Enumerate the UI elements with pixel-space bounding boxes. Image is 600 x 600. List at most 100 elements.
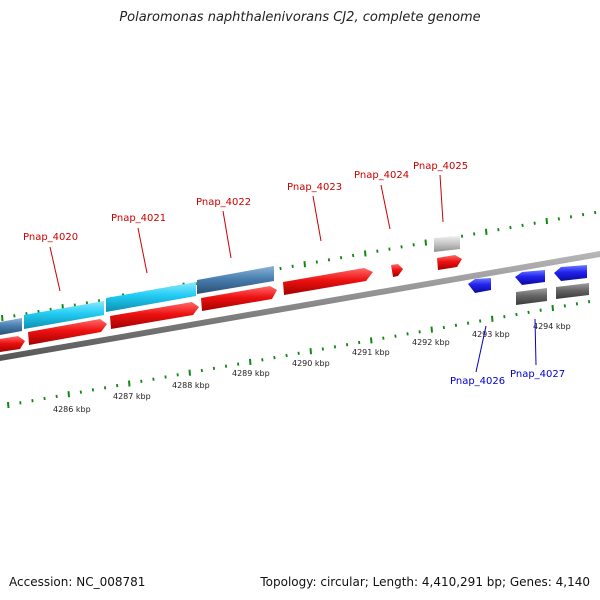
minor-tick (291, 264, 294, 268)
minor-tick (19, 401, 22, 405)
gene-arrow-forward[interactable] (28, 319, 107, 345)
gene-arrow-forward[interactable] (283, 268, 373, 295)
gene-label[interactable]: Pnap_4020 (23, 232, 78, 243)
lower-feature-track (516, 283, 589, 305)
major-tick (370, 337, 373, 344)
minor-tick (97, 299, 101, 303)
minor-tick (13, 314, 16, 318)
forward-strand-genes (0, 255, 462, 352)
major-tick (364, 250, 367, 257)
minor-tick (473, 232, 476, 236)
gene-label[interactable]: Pnap_4023 (287, 182, 342, 193)
minor-tick (164, 375, 167, 379)
minor-tick (43, 396, 46, 401)
minor-tick (212, 366, 216, 371)
kbp-label: 4294 kbp (533, 322, 571, 331)
minor-tick (497, 228, 500, 232)
genome-summary-text: Topology: circular; Length: 4,410,291 bp… (260, 575, 590, 589)
gene-arrow-reverse[interactable] (515, 270, 545, 285)
kbp-label: 4288 kbp (172, 381, 210, 390)
gene-label[interactable]: Pnap_4025 (413, 161, 468, 172)
minor-tick (339, 256, 343, 260)
gene-label[interactable]: Pnap_4027 (510, 369, 565, 380)
minor-tick (352, 253, 355, 258)
minor-tick (55, 394, 58, 399)
minor-tick (79, 390, 82, 394)
kbp-label: 4286 kbp (53, 405, 91, 414)
gene-label[interactable]: Pnap_4022 (196, 197, 251, 208)
minor-tick (200, 368, 203, 373)
gene-label[interactable]: Pnap_4021 (111, 213, 166, 224)
major-tick (303, 261, 306, 268)
major-tick (545, 218, 548, 225)
minor-tick (521, 223, 524, 228)
gene-label[interactable]: Pnap_4026 (450, 376, 505, 387)
minor-tick (279, 266, 282, 271)
gene-arrow-forward[interactable] (110, 302, 199, 329)
minor-tick (345, 343, 349, 347)
gene-arrow-reverse[interactable] (468, 278, 491, 293)
minor-tick (358, 340, 361, 345)
genome-backbone (0, 251, 600, 361)
minor-tick (460, 234, 464, 238)
minor-tick (394, 334, 397, 338)
major-tick (551, 305, 554, 312)
minor-tick (418, 330, 421, 334)
minor-tick (388, 247, 391, 251)
minor-tick (509, 225, 512, 230)
major-tick (67, 391, 70, 398)
feature-bar-cyan[interactable] (106, 282, 196, 312)
major-tick (424, 239, 427, 246)
minor-tick (557, 217, 560, 221)
minor-tick (594, 210, 597, 215)
feature-bar-steel[interactable] (197, 266, 274, 294)
minor-tick (31, 399, 34, 403)
minor-tick (533, 221, 536, 225)
feature-bar-steel[interactable] (0, 318, 22, 335)
kbp-scale-labels: 4286 kbp 4287 kbp 4288 kbp 4289 kbp 4290… (53, 322, 571, 414)
minor-tick (406, 332, 409, 336)
minor-tick (176, 373, 179, 377)
minor-tick (581, 212, 585, 217)
feature-bar-gray[interactable] (556, 283, 589, 299)
gene-arrow-forward[interactable] (437, 255, 462, 270)
minor-tick (400, 245, 403, 249)
minor-tick (575, 302, 579, 306)
minor-tick (479, 319, 482, 323)
accession-text: Accession: NC_008781 (9, 575, 146, 589)
gene-labels: Pnap_4020 Pnap_4021 Pnap_4022 Pnap_4023 … (23, 161, 565, 387)
minor-tick (466, 321, 470, 325)
minor-tick (569, 215, 573, 219)
minor-tick (563, 304, 566, 308)
major-tick (485, 228, 488, 235)
minor-tick (587, 299, 591, 304)
minor-tick (442, 325, 445, 330)
minor-tick (454, 323, 458, 327)
gene-arrow-forward[interactable] (391, 264, 403, 277)
minor-tick (273, 355, 276, 360)
reverse-strand-genes (468, 265, 587, 293)
feature-bar-cyan[interactable] (24, 301, 104, 329)
minor-tick (116, 383, 119, 388)
minor-tick (321, 347, 324, 351)
gene-arrow-reverse[interactable] (554, 265, 587, 281)
gene-label[interactable]: Pnap_4024 (354, 170, 409, 181)
gene-arrow-forward[interactable] (201, 286, 277, 311)
gene-arrow-forward[interactable] (0, 336, 25, 352)
kbp-label: 4293 kbp (472, 330, 510, 339)
upper-feature-track (0, 236, 460, 335)
label-callout-lines (49, 174, 537, 373)
minor-tick (261, 358, 264, 362)
minor-tick (285, 353, 288, 358)
major-tick (430, 326, 433, 333)
kbp-label: 4292 kbp (412, 338, 450, 347)
major-tick (188, 369, 191, 376)
feature-bar-gray[interactable] (516, 288, 547, 305)
inner-tick-track (7, 299, 591, 409)
minor-tick (152, 377, 155, 381)
minor-tick (503, 315, 506, 319)
map-title: Polaromonas naphthalenivorans CJ2, compl… (119, 10, 481, 25)
feature-bar-lightgray[interactable] (434, 236, 460, 252)
kbp-label: 4289 kbp (232, 369, 270, 378)
kbp-label: 4290 kbp (292, 359, 330, 368)
